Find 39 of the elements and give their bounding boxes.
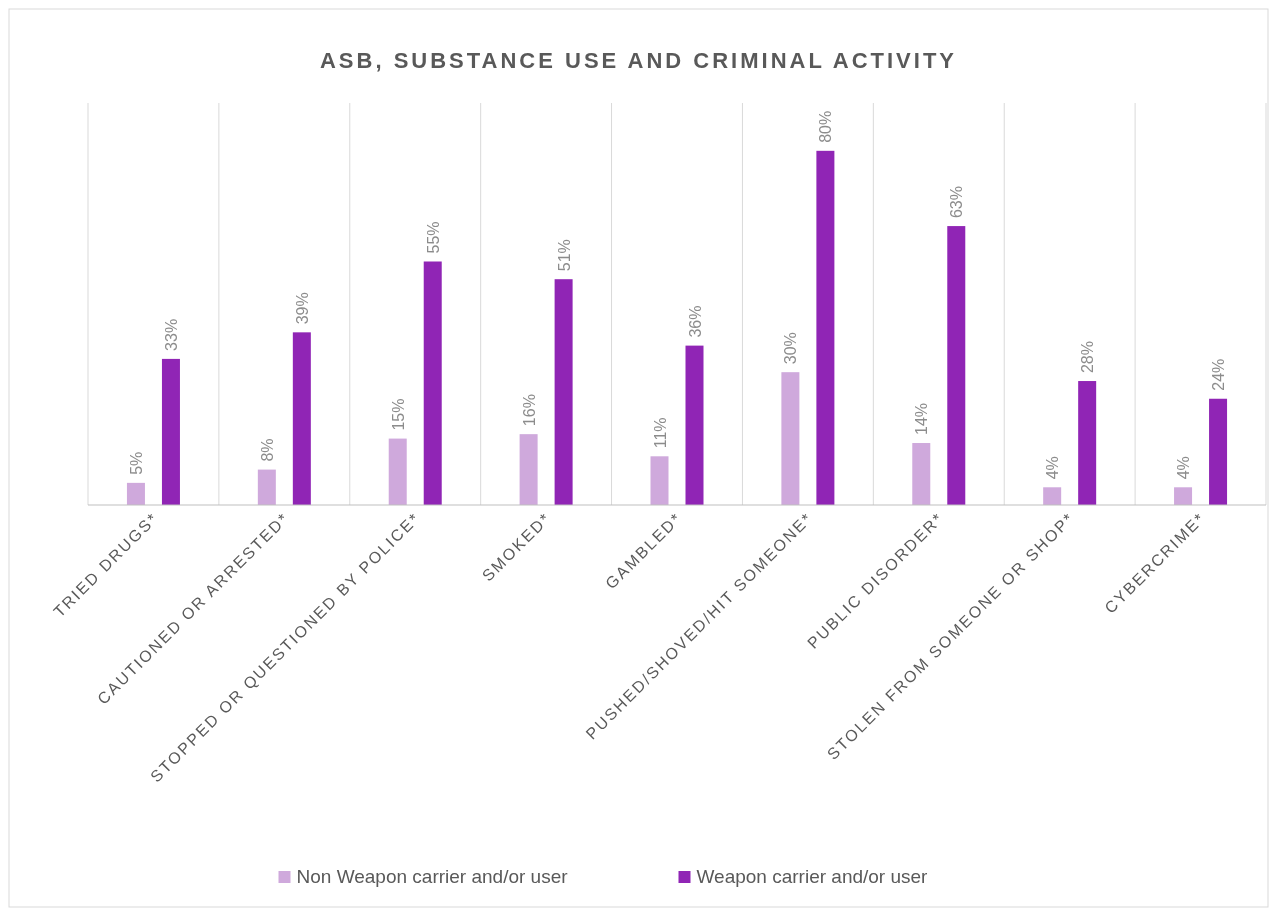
bar — [423, 261, 442, 505]
data-label: 24% — [1210, 358, 1228, 391]
bar — [781, 372, 800, 505]
bar — [257, 469, 276, 505]
data-label: 30% — [782, 332, 800, 365]
bar — [388, 438, 407, 505]
data-label: 4% — [1175, 456, 1193, 480]
data-label: 16% — [520, 394, 538, 427]
bar — [947, 226, 966, 505]
legend-label: Non Weapon carrier and/or user — [296, 866, 569, 887]
data-label: 28% — [1079, 341, 1097, 374]
bar — [292, 332, 311, 505]
data-label: 11% — [651, 417, 669, 449]
bar — [554, 279, 573, 505]
bar — [685, 345, 704, 505]
data-label: 15% — [389, 398, 407, 431]
data-label: 36% — [686, 305, 704, 338]
data-label: 33% — [162, 318, 180, 351]
bar — [519, 434, 538, 505]
legend-label: Weapon carrier and/or user — [696, 866, 929, 887]
bar — [816, 150, 835, 505]
bar — [1078, 381, 1097, 505]
data-label: 63% — [948, 186, 966, 219]
data-label: 4% — [1044, 456, 1062, 480]
bar — [1209, 398, 1228, 505]
bar — [1174, 487, 1193, 505]
bar — [1043, 487, 1062, 505]
bar — [650, 456, 669, 505]
bar — [161, 358, 180, 505]
data-label: 5% — [127, 451, 145, 475]
data-label: 39% — [293, 292, 311, 325]
bar — [912, 443, 931, 505]
data-label: 80% — [817, 110, 835, 143]
bar — [126, 482, 145, 505]
data-label: 8% — [258, 438, 276, 462]
chart-title: ASB, SUBSTANCE USE AND CRIMINAL ACTIVITY — [319, 48, 958, 73]
data-label: 14% — [913, 402, 931, 436]
data-label: 55% — [424, 221, 442, 254]
data-label: 51% — [555, 239, 573, 272]
